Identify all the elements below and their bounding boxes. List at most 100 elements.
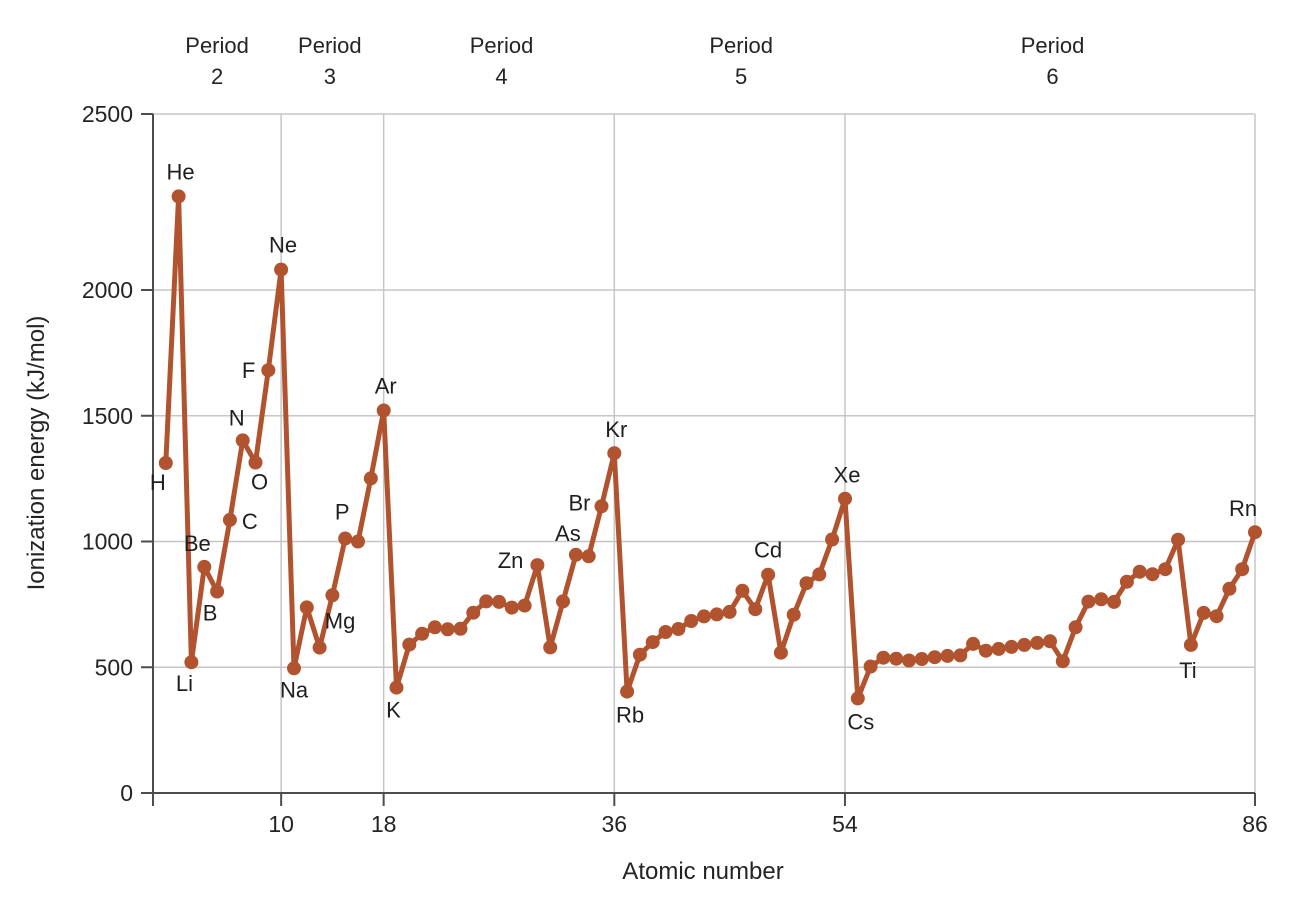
data-point-Cl — [363, 471, 378, 486]
data-point-Ce — [889, 651, 904, 666]
data-point-Ar — [376, 403, 391, 418]
data-point-Pm — [927, 650, 942, 665]
y-tick-label: 500 — [95, 654, 133, 680]
data-point-Bi — [1209, 609, 1224, 624]
data-point-Cr — [453, 621, 468, 636]
data-point-Zr — [658, 625, 673, 639]
data-point-F — [261, 363, 276, 378]
period-label-number: 4 — [495, 64, 507, 89]
data-point-Ru — [709, 607, 724, 622]
data-point-Cd — [761, 567, 776, 582]
data-point-Pt — [1145, 567, 1160, 582]
data-point-Au — [1158, 562, 1173, 577]
data-point-Cu — [517, 598, 532, 613]
period-label-number: 6 — [1046, 64, 1058, 89]
data-point-Pr — [902, 653, 916, 668]
element-label-He: He — [167, 159, 195, 184]
data-point-In — [773, 645, 788, 660]
data-point-Ta — [1081, 594, 1096, 609]
period-label: Period — [185, 33, 249, 58]
data-point-Cs — [850, 691, 865, 706]
data-point-He — [171, 189, 186, 204]
data-point-La — [876, 650, 891, 665]
data-point-Ge — [556, 594, 570, 609]
y-tick-label: 2000 — [82, 277, 133, 303]
period-label: Period — [709, 33, 773, 58]
period-label-number: 3 — [324, 64, 336, 89]
data-point-Ho — [1004, 639, 1019, 654]
element-label-Xe: Xe — [834, 463, 861, 488]
element-label-N: N — [229, 405, 245, 430]
data-point-Al — [312, 640, 327, 655]
element-label-Rn: Rn — [1229, 496, 1257, 521]
x-tick-label: 10 — [268, 811, 294, 837]
data-point-H — [158, 456, 173, 470]
data-point-Sn — [786, 607, 801, 622]
element-label-Na: Na — [280, 677, 309, 702]
data-point-Ir — [1132, 564, 1147, 579]
element-label-K: K — [386, 698, 401, 723]
data-point-Fe — [479, 594, 494, 609]
data-point-Hf — [1068, 620, 1083, 635]
period-label: Period — [298, 33, 362, 58]
y-tick-label: 2500 — [82, 101, 133, 127]
data-point-Sb — [799, 576, 814, 591]
element-label-Be: Be — [184, 531, 211, 556]
data-point-N — [235, 433, 250, 448]
data-point-Rb — [620, 684, 635, 699]
data-point-Zn — [530, 558, 545, 573]
data-point-Mo — [684, 614, 699, 628]
data-point-Ne — [274, 262, 289, 277]
data-point-Be — [197, 559, 212, 574]
period-label: Period — [1021, 33, 1085, 58]
data-point-Sr — [632, 647, 647, 662]
data-point-Er — [1017, 637, 1032, 652]
element-label-Zn: Zn — [498, 548, 524, 573]
element-label-Ti: Ti — [1179, 658, 1197, 683]
element-label-C: C — [242, 509, 258, 534]
data-point-Li — [184, 655, 199, 670]
element-label-O: O — [251, 470, 268, 495]
data-point-Sm — [940, 648, 955, 663]
x-tick-label: 54 — [832, 811, 858, 837]
data-point-Si — [325, 588, 340, 603]
data-point-Pd — [735, 583, 750, 598]
data-point-Y — [645, 635, 660, 650]
data-point-Sc — [415, 626, 430, 641]
data-point-Eu — [953, 648, 968, 663]
data-point-Gd — [966, 636, 981, 651]
data-point-Mg — [299, 600, 314, 615]
element-label-F: F — [242, 358, 255, 383]
data-point-Ba — [863, 659, 878, 674]
y-tick-label: 1500 — [82, 403, 133, 429]
data-point-Po — [1222, 581, 1237, 596]
element-label-P: P — [335, 500, 350, 525]
data-point-Ca — [402, 637, 417, 652]
data-point-Re — [1107, 594, 1121, 609]
data-point-Ga — [543, 640, 558, 655]
data-point-V — [440, 622, 455, 637]
data-point-W — [1094, 592, 1109, 607]
data-point-At — [1235, 562, 1250, 577]
data-point-Rh — [722, 604, 737, 619]
data-point-Na — [287, 661, 301, 676]
element-label-Rb: Rb — [616, 703, 644, 728]
data-point-Hg — [1171, 532, 1186, 547]
data-point-Os — [1119, 574, 1134, 589]
data-point-B — [210, 584, 225, 599]
data-point-Tc — [697, 609, 711, 624]
data-point-Rn — [1248, 525, 1262, 540]
element-label-Kr: Kr — [605, 417, 627, 442]
data-point-Dy — [991, 641, 1006, 656]
element-label-Mg: Mg — [325, 608, 356, 633]
element-label-H: H — [150, 470, 166, 495]
x-tick-label: 36 — [602, 811, 628, 837]
data-point-I — [825, 532, 840, 547]
data-point-As — [568, 547, 583, 562]
data-point-Pb — [1196, 605, 1211, 620]
data-point-Co — [492, 594, 506, 609]
element-label-Li: Li — [176, 671, 193, 696]
data-point-Ti — [427, 620, 442, 635]
